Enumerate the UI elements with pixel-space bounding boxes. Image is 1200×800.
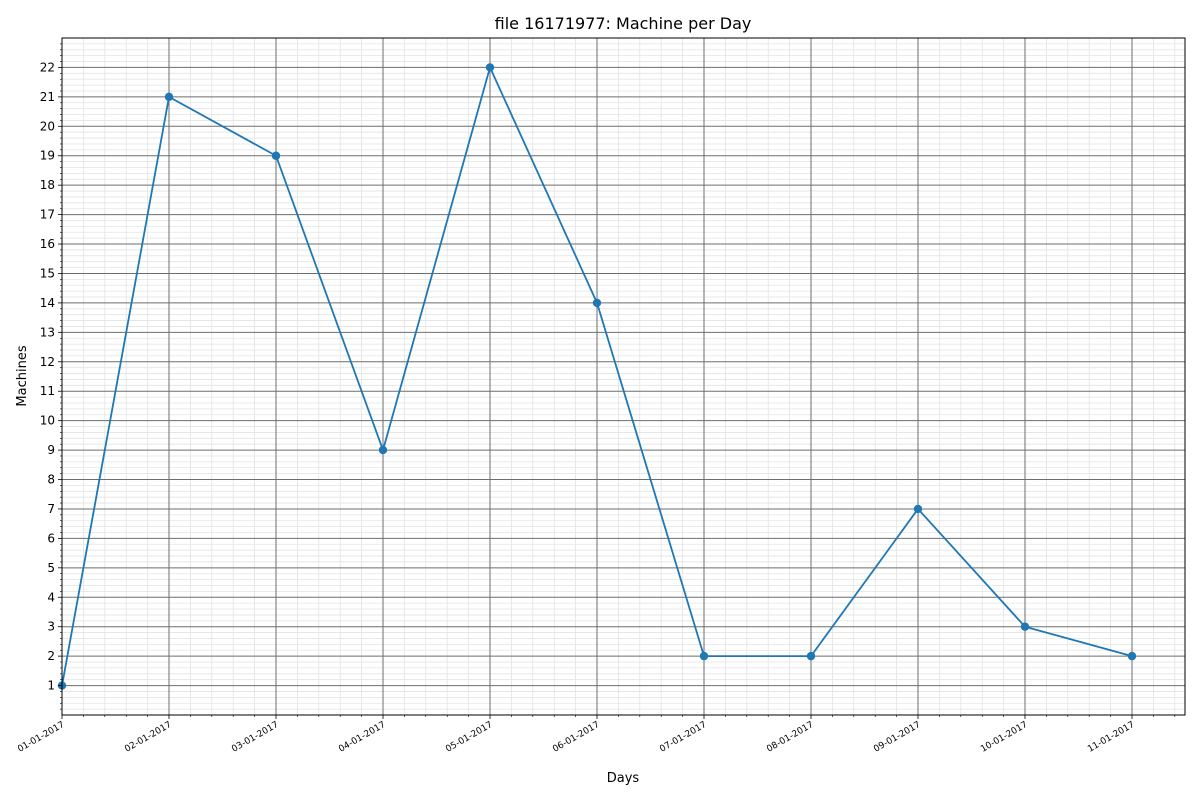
x-tick-label: 08-01-2017 — [765, 720, 815, 755]
x-tick-label: 01-01-2017 — [16, 720, 66, 755]
data-point — [485, 63, 495, 72]
data-point — [271, 151, 281, 160]
y-tick-label: 17 — [40, 208, 55, 222]
x-tick-label: 04-01-2017 — [337, 720, 387, 755]
y-axis-label: Machines — [15, 345, 30, 406]
y-tick-label: 3 — [47, 620, 55, 634]
y-tick-label: 9 — [47, 443, 55, 457]
series-layer — [57, 63, 1137, 690]
y-tick-label: 5 — [47, 561, 55, 575]
data-point — [806, 651, 816, 661]
y-tick-label: 6 — [47, 531, 55, 545]
data-point — [592, 298, 602, 308]
y-tick-label: 8 — [47, 473, 55, 487]
y-tick-label: 4 — [47, 590, 55, 604]
x-tick-label: 10-01-2017 — [979, 720, 1029, 755]
y-tick-label: 13 — [40, 325, 55, 339]
x-tick-label: 03-01-2017 — [230, 720, 280, 755]
y-tick-label: 2 — [47, 649, 55, 663]
y-tick-label: 11 — [40, 384, 55, 398]
data-point — [164, 92, 174, 102]
y-tick-label: 14 — [40, 296, 55, 310]
y-tick-label: 7 — [47, 502, 55, 516]
x-axis-label: Days — [607, 771, 640, 786]
y-tick-label: 15 — [40, 266, 55, 280]
x-tick-label: 07-01-2017 — [658, 720, 708, 755]
x-tick-label: 05-01-2017 — [444, 720, 494, 755]
data-point — [378, 445, 388, 455]
data-point — [1127, 651, 1137, 661]
x-tick-label: 09-01-2017 — [872, 720, 922, 755]
x-tick-label: 06-01-2017 — [551, 720, 601, 755]
y-tick-label: 16 — [40, 237, 55, 251]
data-point — [1020, 622, 1030, 631]
minor-grid — [62, 38, 1185, 715]
y-tick-label: 18 — [40, 178, 55, 192]
x-tick-label: 02-01-2017 — [123, 720, 173, 755]
plot-frame — [61, 37, 1186, 716]
y-tick-label: 20 — [40, 119, 55, 133]
y-tick-label: 19 — [40, 149, 55, 163]
data-point — [913, 504, 923, 514]
ticks-layer — [58, 43, 1176, 719]
y-tick-label: 21 — [40, 90, 55, 104]
data-point — [699, 651, 709, 661]
y-tick-label: 1 — [47, 679, 55, 693]
major-grid — [61, 38, 1185, 715]
y-tick-label: 12 — [40, 355, 55, 369]
chart-title: file 16171977: Machine per Day — [495, 14, 752, 33]
x-tick-label: 11-01-2017 — [1086, 720, 1136, 755]
y-tick-label: 10 — [40, 414, 55, 428]
y-tick-label: 22 — [40, 60, 55, 74]
